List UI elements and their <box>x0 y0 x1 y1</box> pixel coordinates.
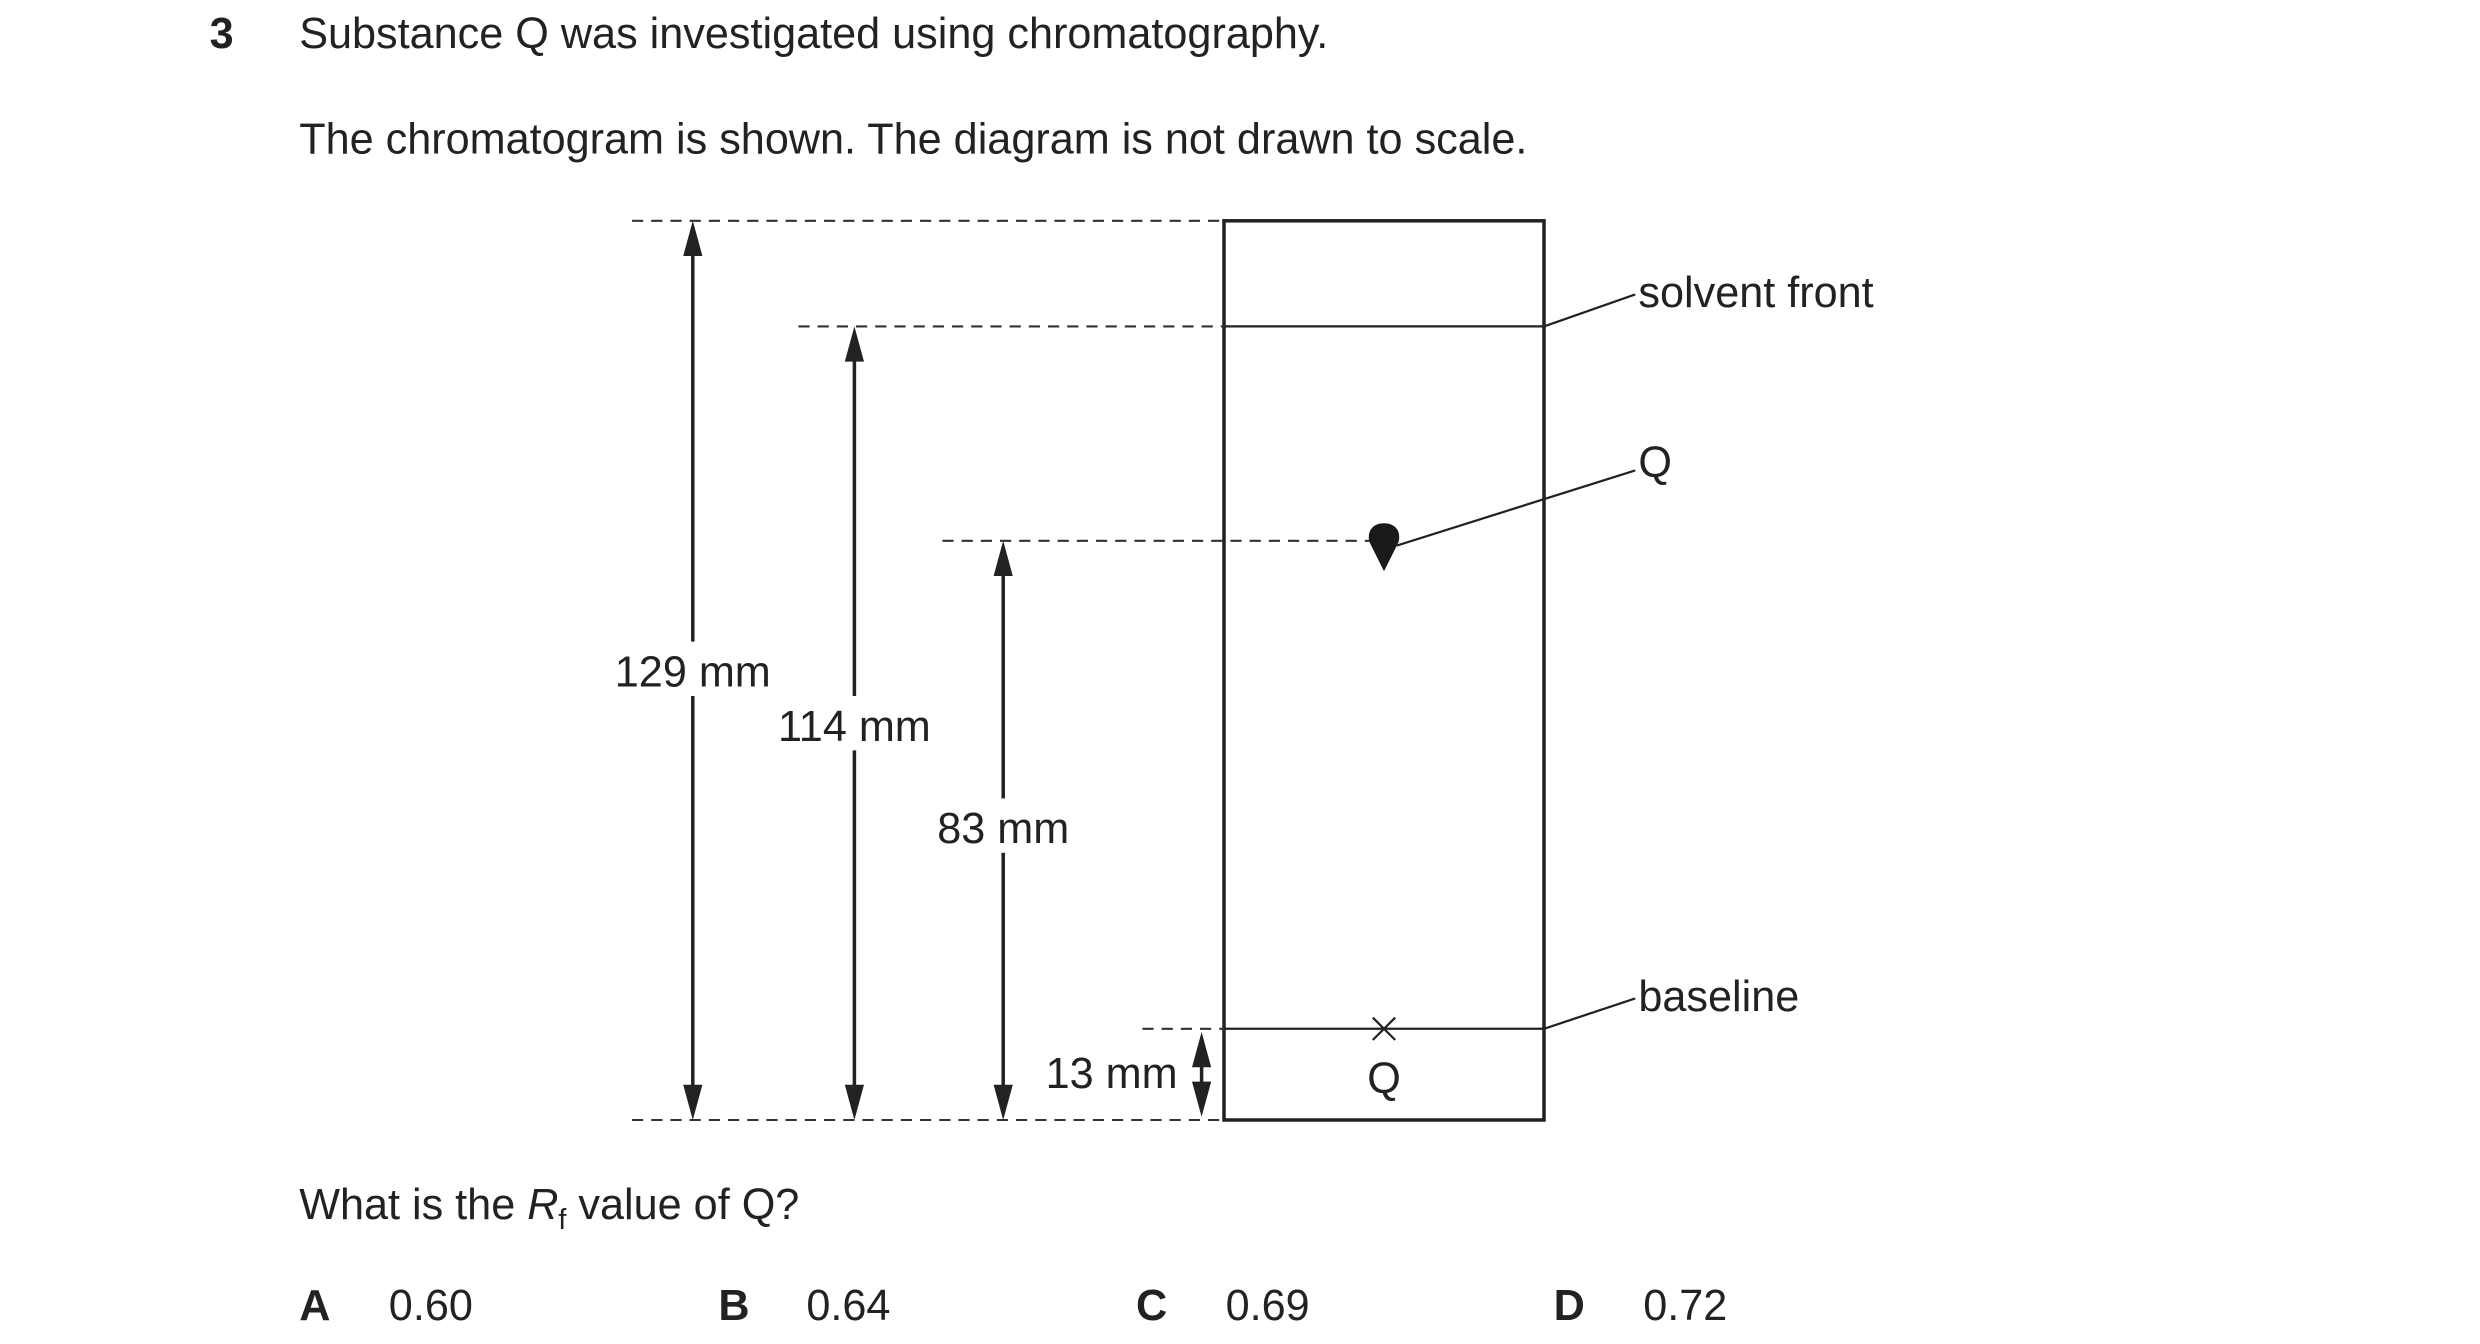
spot <box>1368 523 1400 572</box>
label: baseline <box>1638 973 1799 1021</box>
label-gap <box>777 696 932 751</box>
prompt-symbol: R <box>527 1181 558 1229</box>
option-text: 0.72 <box>1643 1282 1727 1330</box>
prompt-subscript: f <box>558 1204 567 1236</box>
paper <box>1222 219 1546 1122</box>
label-gap <box>926 798 1080 853</box>
dimension-label: 129 mm <box>615 648 771 696</box>
dimension-label: 13 mm <box>1046 1050 1178 1098</box>
arrow-head <box>993 1084 1013 1120</box>
option-text: 0.64 <box>806 1282 890 1330</box>
arrow-head <box>683 1084 703 1120</box>
prompt: What is the Rf value of Q? <box>299 1181 799 1236</box>
label: solvent front <box>1638 269 1873 317</box>
arrow-head <box>844 1084 864 1120</box>
arrow-head <box>844 326 864 362</box>
leader-line <box>1396 469 1636 547</box>
question-number: 3 <box>210 10 234 58</box>
intro: Substance Q was investigated using chrom… <box>299 10 1328 58</box>
arrow-head <box>683 220 703 256</box>
leader-line <box>1543 997 1636 1030</box>
option-letter: D <box>1554 1282 1585 1330</box>
prompt-text: What is the <box>299 1181 527 1229</box>
option-text: 0.60 <box>389 1282 473 1330</box>
arrow-head <box>993 540 1013 576</box>
label: Q <box>1638 439 1672 487</box>
arrow-head <box>1192 1081 1212 1117</box>
arrow-head <box>1192 1032 1212 1068</box>
leader-line <box>1543 293 1636 328</box>
spot-label: Q <box>1367 1055 1401 1103</box>
option-text: 0.69 <box>1226 1282 1310 1330</box>
option-letter: C <box>1136 1282 1167 1330</box>
option-letter: A <box>299 1282 330 1330</box>
note: The chromatogram is shown. The diagram i… <box>299 116 1527 164</box>
dimension-label: 114 mm <box>778 703 931 751</box>
prompt-text: value of Q? <box>566 1181 799 1229</box>
label-gap <box>616 641 770 696</box>
option-letter: B <box>718 1282 749 1330</box>
options: A 0.60 B 0.64 C 0.69 D 0.72 <box>299 1282 1727 1330</box>
dimension-label: 83 mm <box>937 805 1069 853</box>
cross <box>1372 1016 1396 1041</box>
